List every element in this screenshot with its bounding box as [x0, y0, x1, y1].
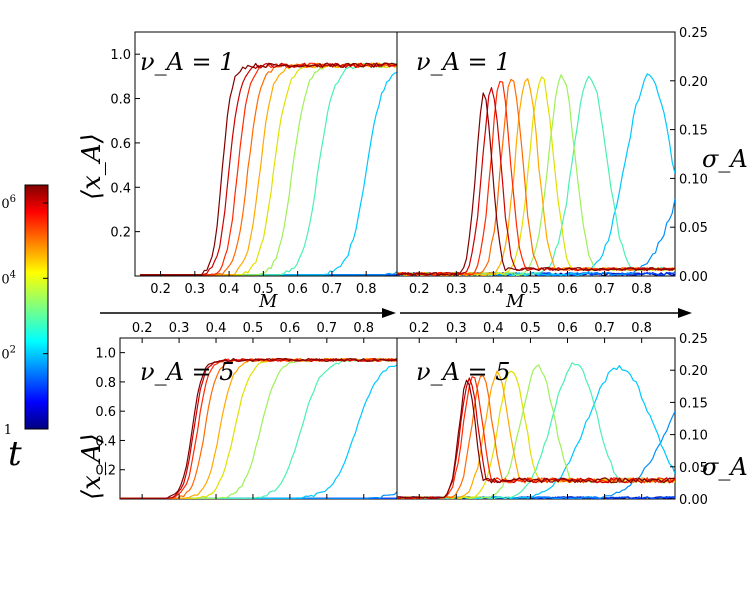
y-tick-label-sigma: 0.05 [679, 461, 708, 476]
x-tick-label: 0.2 [409, 282, 430, 297]
series-line-t-3e6 [140, 62, 397, 276]
x-tick-label: 0.5 [253, 282, 274, 297]
y-tick-label-mean: 0.2 [110, 226, 131, 241]
x-tick-label: 0.8 [356, 282, 377, 297]
x-tick-label: 0.4 [483, 321, 504, 336]
x-tick-label: 0.3 [184, 282, 205, 297]
y-tick-label-sigma: 0.20 [679, 75, 708, 90]
y-tick-label-sigma: 0.10 [679, 172, 708, 187]
colorbar [24, 184, 49, 430]
y-tick-label-sigma: 0.20 [679, 364, 708, 379]
x-tick-label: 0.3 [169, 321, 190, 336]
y-tick-label-sigma: 0.15 [679, 124, 708, 139]
y-tick-label-mean: 0.6 [110, 137, 131, 152]
x-tick-label: 0.7 [322, 282, 343, 297]
m-axis-arrowhead-left [382, 308, 396, 318]
x-tick-label: 0.5 [520, 321, 541, 336]
x-tick-label: 0.3 [446, 321, 467, 336]
y-tick-label-sigma: 0.15 [679, 396, 708, 411]
y-tick-label-mean: 0.4 [110, 181, 131, 196]
y-tick-label-mean: 1.0 [95, 347, 116, 362]
x-tick-label: 0.4 [206, 321, 227, 336]
panel-sigma-nu1: ν_A = 1 [396, 31, 676, 277]
x-tick-label: 0.8 [631, 321, 652, 336]
ylabel-sigma-bottom: σ_A [702, 453, 747, 481]
series-line-t-3e6 [397, 379, 675, 499]
y-tick-label-sigma: 0.00 [679, 270, 708, 285]
colorbar-label: t [8, 434, 22, 474]
y-tick-label-mean: 0.6 [95, 405, 116, 420]
x-tick-label: 0.8 [631, 282, 652, 297]
panel-title-nu5-right: ν_A = 5 [416, 358, 511, 386]
x-tick-label: 0.7 [594, 282, 615, 297]
x-tick-label: 0.4 [219, 282, 240, 297]
y-tick-label-mean: 0.8 [95, 376, 116, 391]
y-tick-label-sigma: 0.10 [679, 429, 708, 444]
x-tick-label: 0.7 [594, 321, 615, 336]
x-tick-label: 0.5 [520, 282, 541, 297]
axis-ticks: 0.2 0.3 0.4 0.5 0.6 0.7 0.8 0.2 0.3 0.4 0.5 0.6 0.7 0… [95, 26, 708, 508]
ylabel-mean-bottom: ⟨x_A⟩ [77, 433, 107, 500]
x-tick-label: 0.3 [446, 282, 467, 297]
x-tick-label: 0.2 [132, 321, 153, 336]
series-line-t-3e6 [397, 92, 675, 276]
x-tick-label: 0.6 [557, 282, 578, 297]
y-tick-label-mean: 0.8 [110, 93, 131, 108]
x-tick-label: 0.6 [287, 282, 308, 297]
x-tick-label: 0.5 [243, 321, 264, 336]
ylabel-mean-top: ⟨x_A⟩ [77, 133, 107, 200]
m-axis-label-left: M [258, 291, 278, 312]
y-tick-label-mean: 0.4 [95, 434, 116, 449]
x-tick-label: 0.2 [409, 321, 430, 336]
x-tick-label: 0.4 [483, 282, 504, 297]
colorbar-tick-label: 102 [0, 345, 16, 363]
x-tick-label: 0.6 [557, 321, 578, 336]
y-tick-label-mean: 1.0 [110, 48, 131, 63]
panel-title-nu1-left: ν_A = 1 [140, 48, 235, 76]
x-tick-label: 0.6 [280, 321, 301, 336]
x-tick-label: 0.8 [353, 321, 374, 336]
panel-title-nu1-right: ν_A = 1 [416, 48, 511, 76]
colorbar-tick-label: 104 [0, 269, 16, 287]
y-tick-label-sigma: 0.25 [679, 332, 708, 347]
panel-mean-nu5: ν_A = 5 [119, 337, 398, 500]
m-axis-arrowhead-right [678, 308, 692, 318]
x-tick-label: 0.7 [316, 321, 337, 336]
y-tick-label-mean: 0.2 [95, 464, 116, 479]
y-tick-label-sigma: 0.05 [679, 221, 708, 236]
panel-title-nu5-left: ν_A = 5 [140, 358, 235, 386]
x-tick-label: 0.2 [150, 282, 171, 297]
panel-sigma-nu5: ν_A = 5 [396, 337, 676, 500]
ylabel-sigma-top: σ_A [702, 145, 747, 173]
m-axis-label-right: M [505, 291, 525, 312]
y-tick-label-sigma: 0.00 [679, 493, 708, 508]
colorbar-tick-label: 1 [4, 423, 12, 438]
panel-mean-nu1: ν_A = 1 [134, 31, 398, 277]
colorbar-tick-label: 106 [0, 194, 16, 212]
y-tick-label-sigma: 0.25 [679, 26, 708, 41]
colorbar-ticks: 106 104 102 1 [0, 194, 48, 438]
series-line-t-3e6 [120, 357, 397, 499]
